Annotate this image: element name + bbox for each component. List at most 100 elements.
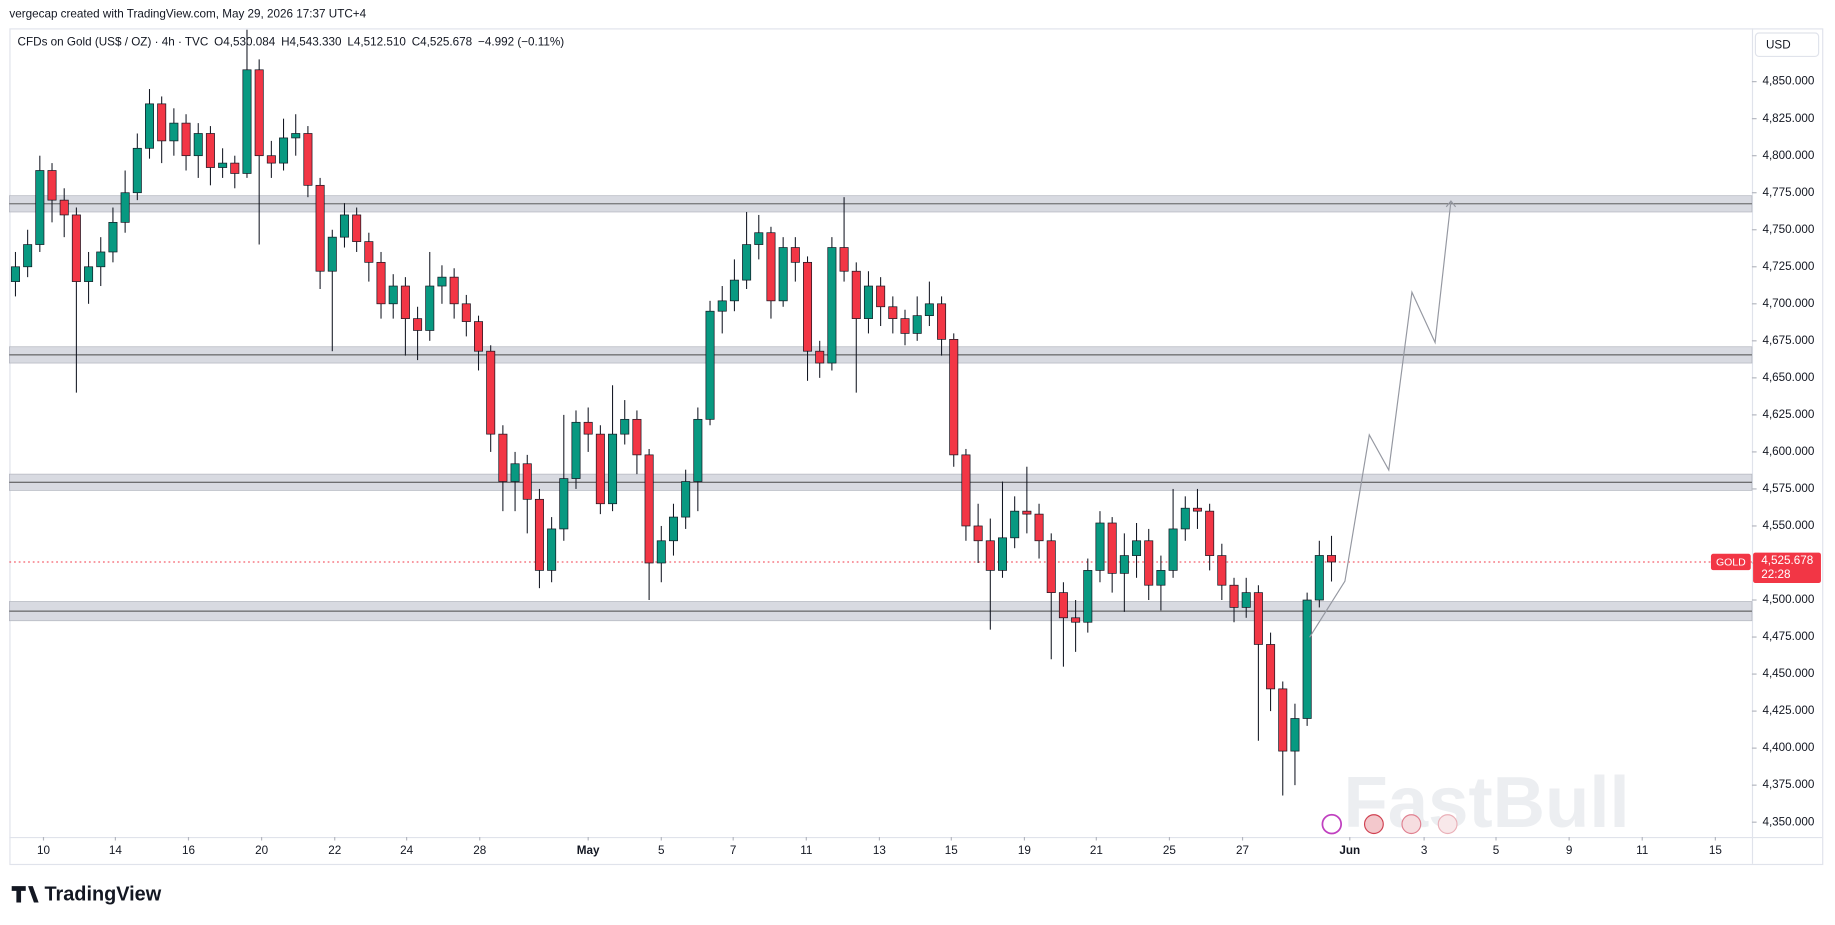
legend-title: CFDs on Gold (US$ / OZ) · 4h · TVC	[18, 35, 209, 48]
candle-body	[644, 454, 654, 564]
currency-box[interactable]	[1754, 32, 1820, 57]
y-tick-label: 4,775.000	[1762, 186, 1814, 199]
candle-body	[339, 214, 349, 238]
candle-body	[266, 155, 276, 164]
candle-body	[291, 133, 301, 139]
x-tick-label: 16	[182, 844, 195, 857]
candle-body	[815, 350, 825, 364]
symbol-label: GOLD	[1716, 556, 1746, 568]
candle-body	[754, 232, 764, 245]
candle-body	[327, 236, 337, 272]
candle-body	[1253, 592, 1263, 645]
candle-body	[559, 478, 569, 530]
event-icon[interactable]	[1437, 814, 1458, 835]
x-tick-label: 3	[1421, 844, 1428, 857]
candle-body	[193, 133, 203, 157]
candle-body	[413, 318, 423, 331]
candle-body	[486, 350, 496, 435]
candle-body	[120, 192, 130, 223]
x-tick-label: 13	[873, 844, 886, 857]
candle-body	[145, 103, 154, 149]
candle-body	[315, 184, 325, 272]
y-tick-label: 4,850.000	[1762, 75, 1814, 88]
candle-body	[595, 433, 605, 505]
candle-body	[827, 247, 837, 364]
candle-body	[1217, 555, 1227, 586]
candle-body	[364, 241, 374, 263]
event-icons	[1321, 813, 1458, 835]
candle-body	[608, 433, 618, 505]
y-tick-label: 4,375.000	[1762, 778, 1814, 791]
candle-body	[534, 498, 544, 571]
candle-body	[230, 162, 240, 174]
candle-body	[1314, 555, 1324, 601]
candle-body	[900, 318, 910, 334]
candle-body	[790, 247, 800, 263]
brand: TradingView	[44, 884, 161, 906]
event-icon[interactable]	[1321, 813, 1343, 835]
candle-body	[388, 285, 398, 305]
brand-logo	[11, 886, 39, 903]
x-tick-label: 22	[328, 844, 341, 857]
candle-body	[1327, 555, 1336, 563]
x-tick-label: 15	[945, 844, 959, 857]
candle-body	[1119, 555, 1129, 574]
x-tick-label: 27	[1236, 844, 1249, 857]
candle-body	[924, 303, 934, 317]
y-tick-label: 4,825.000	[1762, 112, 1814, 125]
candle-body	[803, 261, 813, 352]
candle-body	[705, 310, 715, 420]
candle-body	[132, 147, 142, 194]
candle-body	[742, 244, 752, 281]
candle-body	[205, 133, 215, 168]
chart-frame	[9, 28, 1824, 866]
currency: USD	[1766, 38, 1791, 51]
y-tick-label: 4,725.000	[1762, 260, 1814, 273]
x-tick-label: Jun	[1339, 844, 1360, 857]
candle-body	[254, 69, 264, 157]
candle-body	[1058, 592, 1068, 619]
x-tick-label: 15	[1709, 844, 1723, 857]
candle-body	[84, 266, 94, 282]
y-tick-label: 4,650.000	[1762, 371, 1814, 384]
candle-body	[181, 122, 191, 157]
candle-body	[1083, 570, 1093, 623]
candle-body	[997, 537, 1007, 571]
candle-body	[425, 285, 435, 331]
candle-body	[1302, 599, 1312, 719]
candle-body	[937, 303, 947, 340]
x-tick-label: 14	[109, 844, 123, 857]
candle-body	[449, 276, 459, 305]
y-tick-label: 4,425.000	[1762, 704, 1814, 717]
candle-body	[242, 69, 252, 174]
candle-body	[522, 463, 532, 500]
candle-body	[851, 270, 861, 319]
candle-body	[376, 261, 386, 305]
price-tag-label: 4,525.678	[1761, 554, 1813, 567]
event-icon[interactable]	[1363, 814, 1384, 835]
candle-body	[1192, 507, 1202, 512]
candle-body	[1290, 718, 1300, 752]
event-icon[interactable]	[1401, 814, 1422, 835]
legend-value: O4,530.084	[214, 35, 276, 48]
y-tick-label: 4,500.000	[1762, 593, 1814, 606]
candle-body	[1046, 540, 1056, 593]
candle-body	[949, 338, 959, 456]
price-tag	[1753, 552, 1821, 584]
candle-body	[108, 221, 118, 253]
candle-body	[693, 418, 703, 482]
y-tick-label: 4,600.000	[1762, 445, 1814, 458]
credit: vergecap created with TradingView.com, M…	[9, 7, 366, 20]
plot-area	[9, 29, 1753, 796]
x-tick-label: 20	[255, 844, 269, 857]
candle-body	[778, 247, 788, 302]
candle-body	[47, 170, 57, 201]
candle-body	[23, 244, 33, 268]
candle-body	[961, 454, 971, 527]
y-tick-label: 4,700.000	[1762, 297, 1814, 310]
legend-value: L4,512.510	[347, 35, 406, 48]
candle-body	[10, 266, 20, 282]
candle-body	[1205, 510, 1215, 556]
candle-body	[1144, 540, 1154, 586]
